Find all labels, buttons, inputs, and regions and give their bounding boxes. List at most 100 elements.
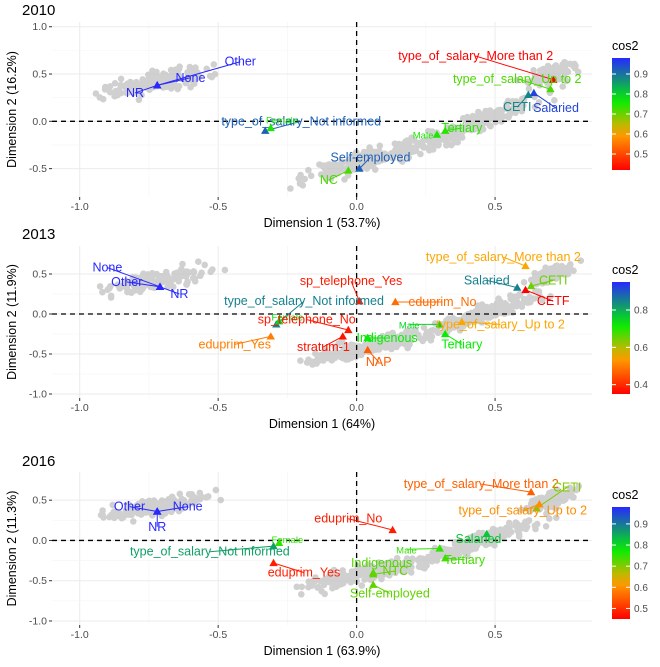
individual-point <box>479 126 487 133</box>
leader-line <box>486 279 518 289</box>
category-marker <box>338 332 347 340</box>
category-label: NR <box>148 520 166 534</box>
category-marker <box>153 507 162 515</box>
category-marker <box>261 126 270 134</box>
individual-point <box>376 142 384 150</box>
individual-point <box>162 275 170 282</box>
individual-point <box>559 493 567 501</box>
x-tick-label: 0.5 <box>488 402 503 414</box>
x-tick-label: -1.0 <box>71 629 89 641</box>
individual-point <box>388 345 395 353</box>
leader-line <box>406 548 440 550</box>
legend-title: cos2 <box>612 263 638 277</box>
individual-point <box>210 61 218 68</box>
individual-point <box>483 116 491 124</box>
categories: NR None Other type_of_salary_More than 2 typ… <box>126 49 582 187</box>
category-marker <box>391 297 400 306</box>
legend-tick-label: 0.9 <box>634 70 648 81</box>
individual-point <box>186 63 194 71</box>
individual-point <box>287 185 294 192</box>
category-label: type_of_salary_Not informed <box>221 114 381 128</box>
individual-point <box>442 137 449 144</box>
leader-line <box>157 61 241 86</box>
individual-point <box>412 147 420 154</box>
category-marker <box>435 320 444 328</box>
individual-point <box>386 331 393 339</box>
legend-title: cos2 <box>612 488 638 502</box>
individual-point <box>188 491 196 498</box>
cos2-legend: cos2 0.5 0.6 0.7 0.8 0.9 <box>612 39 648 170</box>
panel-title: 2010 <box>22 2 55 19</box>
individual-point <box>331 343 339 351</box>
individual-point <box>518 301 526 309</box>
individual-point <box>573 486 580 494</box>
individual-point <box>549 495 556 503</box>
individual-point <box>148 277 156 285</box>
legend-tick-label: 0.8 <box>634 541 648 552</box>
individual-point <box>383 341 391 348</box>
category-label: type_of_salary_Not informed <box>130 545 290 559</box>
individual-point <box>198 269 205 277</box>
individual-point <box>191 278 199 285</box>
category-marker <box>432 130 442 138</box>
individual-point <box>497 526 504 533</box>
legend-colorbar <box>612 282 630 394</box>
individual-point <box>399 337 406 345</box>
individual-point <box>561 271 569 278</box>
x-tick-label: -0.5 <box>209 201 227 213</box>
individual-point <box>547 293 554 300</box>
category-label: Tertiary <box>441 337 483 351</box>
individual-point <box>299 182 307 189</box>
individual-point <box>316 577 324 585</box>
individual-point <box>543 510 550 517</box>
category-label: type_of_salary_More than 2 <box>398 49 553 63</box>
category-label: Self-employed <box>331 150 411 164</box>
category-marker <box>369 570 378 578</box>
individual-point <box>452 138 459 146</box>
leader-line <box>461 321 501 325</box>
individual-point <box>553 514 560 521</box>
panel-title: 2016 <box>22 453 55 470</box>
individual-point <box>466 115 474 122</box>
category-label: type_of_salary_Not informed <box>224 294 384 308</box>
individual-point <box>393 564 401 571</box>
individual-point <box>551 97 558 104</box>
leader-line <box>126 281 161 288</box>
individual-point <box>361 151 369 158</box>
category-marker <box>482 529 491 538</box>
individual-point <box>307 172 315 180</box>
leader-line <box>445 127 462 132</box>
category-marker <box>526 487 536 496</box>
individual-point <box>559 83 566 90</box>
x-axis-label: Dimension 1 (64%) <box>269 417 375 431</box>
leader-line <box>350 281 360 302</box>
individual-point <box>485 540 493 547</box>
category-label: eduprim_Yes <box>199 337 272 351</box>
individual-point <box>138 506 146 513</box>
individual-point <box>393 554 401 562</box>
leader-line <box>209 545 274 553</box>
x-tick-label: -0.5 <box>209 629 227 641</box>
individual-point <box>155 502 163 509</box>
leader-line <box>517 78 551 90</box>
individual-point <box>301 175 309 183</box>
individual-point <box>391 335 399 343</box>
leader-line <box>481 483 532 493</box>
legend-tick-label: 0.4 <box>634 380 648 391</box>
individual-point <box>449 123 456 130</box>
panel-title: 2013 <box>22 226 55 243</box>
individual-point <box>553 486 561 493</box>
individual-point <box>465 319 472 327</box>
individual-point <box>101 86 109 93</box>
x-tick-label: 0.0 <box>349 629 364 641</box>
individual-point <box>297 357 304 365</box>
individual-point <box>175 507 183 515</box>
category-label: None <box>92 261 122 275</box>
category-label: eduprim_No <box>314 512 382 526</box>
category-marker <box>546 84 555 93</box>
category-marker <box>535 500 544 508</box>
individual-point <box>396 152 404 159</box>
individual-point <box>297 171 304 179</box>
individual-point <box>421 560 429 567</box>
